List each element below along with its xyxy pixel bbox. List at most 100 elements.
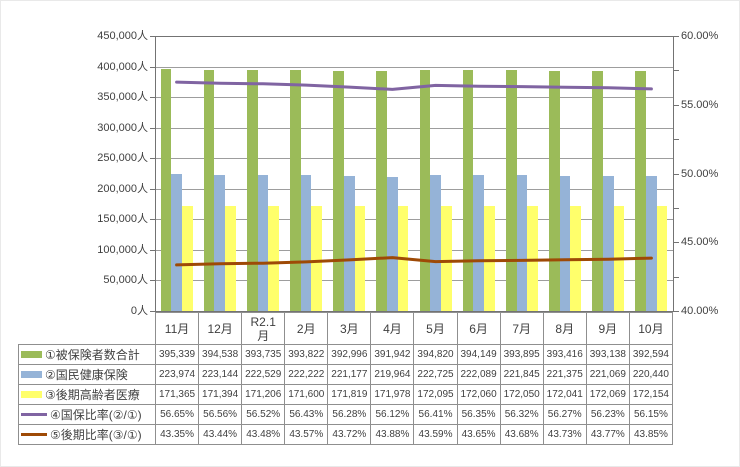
series-name-cell: ①被保険者数合計 [18, 344, 156, 365]
value-cell: 56.65% [154, 404, 200, 425]
value-cell: 56.52% [241, 404, 286, 425]
value-cell: 56.15% [628, 404, 674, 425]
value-cell: 391,942 [370, 344, 415, 365]
series-name-cell: ④国保比率(②/①) [18, 404, 156, 425]
plot-area [155, 36, 673, 311]
month-header-cell: 3月 [327, 312, 372, 345]
bar-series-2 [171, 174, 182, 311]
y-axis-left-tick [150, 158, 155, 159]
gridline [155, 128, 673, 129]
y-axis-right-tick [674, 105, 679, 106]
value-cell: 393,138 [585, 344, 630, 365]
bar-series-2 [602, 176, 614, 311]
value-cell: 56.41% [413, 404, 458, 425]
value-cell: 43.44% [198, 424, 243, 445]
y-axis-left-label: 50,000人 [103, 274, 148, 286]
y-axis-right-tick [674, 277, 679, 278]
series-name-label: ③後期高齢者医療 [45, 388, 140, 402]
value-cell: 43.48% [241, 424, 286, 445]
y-axis-left-label: 200,000人 [97, 183, 148, 195]
value-cell: 172,041 [542, 384, 587, 405]
bar-series-1 [333, 71, 344, 311]
bar-series-1 [246, 70, 258, 311]
value-cell: 171,600 [284, 384, 329, 405]
gridline [155, 280, 673, 281]
value-cell: 172,050 [499, 384, 544, 405]
value-cell: 392,996 [327, 344, 372, 365]
value-cell: 171,978 [370, 384, 415, 405]
y-axis-right-tick [674, 139, 679, 140]
value-cell: 222,089 [456, 364, 501, 385]
value-cell: 395,339 [154, 344, 200, 365]
x-axis-line [155, 311, 674, 312]
value-cell: 219,964 [370, 364, 415, 385]
bar-series-1 [549, 71, 560, 311]
line-series-5 [175, 256, 653, 267]
legend-key-bar-series-2 [21, 371, 42, 378]
y-axis-right-label: 45.00% [681, 236, 719, 248]
series-name-cell: ②国民健康保険 [18, 364, 156, 385]
legend-key-bar-series-3 [21, 391, 42, 398]
value-cell: 43.88% [370, 424, 415, 445]
bar-series-2 [646, 176, 657, 311]
value-cell: 56.32% [499, 404, 544, 425]
gridline [155, 67, 673, 68]
bar-series-3 [484, 206, 495, 311]
month-header-cell: 6月 [456, 312, 501, 345]
bar-series-1 [505, 70, 517, 311]
value-cell: 56.23% [585, 404, 630, 425]
value-cell: 221,845 [499, 364, 544, 385]
value-cell: 43.73% [542, 424, 587, 445]
value-cell: 43.72% [327, 424, 372, 445]
value-cell: 393,895 [499, 344, 544, 365]
bar-series-3 [181, 206, 193, 311]
value-cell: 172,069 [585, 384, 630, 405]
month-header-cell: 7月 [499, 312, 544, 345]
y-axis-right-tick [674, 208, 679, 209]
y-axis-right-tick [674, 242, 679, 243]
bar-series-1 [203, 70, 215, 311]
value-cell: 221,069 [585, 364, 630, 385]
plot-border-top [155, 36, 674, 37]
value-cell: 220,440 [628, 364, 674, 385]
month-header-cell: 10月 [628, 312, 674, 345]
series-name-label: ⑤後期比率(③/①) [50, 428, 142, 442]
value-cell: 222,529 [241, 364, 286, 385]
y-axis-left-tick [150, 280, 155, 281]
value-cell: 394,820 [413, 344, 458, 365]
value-cell: 56.28% [327, 404, 372, 425]
series-name-label: ①被保険者数合計 [45, 348, 140, 362]
y-axis-left-label: 350,000人 [97, 91, 148, 103]
y-axis-left-tick [150, 189, 155, 190]
line-series-4 [175, 80, 653, 91]
month-header-cell: 9月 [585, 312, 630, 345]
bar-series-2 [430, 175, 441, 311]
bar-series-3 [656, 206, 668, 311]
month-header-cell: 12月 [198, 312, 243, 345]
value-cell: 43.85% [628, 424, 674, 445]
line-layer [175, 80, 653, 267]
value-cell: 222,222 [284, 364, 329, 385]
y-axis-left-label: 0人 [130, 305, 148, 317]
y-axis-left-tick [150, 36, 155, 37]
bar-series-3 [268, 206, 279, 311]
bar-series-1 [376, 71, 388, 311]
legend-key-bar-series-1 [21, 351, 42, 358]
value-cell: 56.27% [542, 404, 587, 425]
y-axis-right-label: 55.00% [681, 99, 719, 111]
bar-series-2 [257, 175, 269, 311]
gridline [155, 97, 673, 98]
y-axis-left-tick [150, 128, 155, 129]
bar-series-1 [290, 70, 301, 311]
y-axis-left-tick [150, 67, 155, 68]
y-axis-left-label: 400,000人 [97, 61, 148, 73]
y-axis-left-tick [150, 97, 155, 98]
y-axis-left-line [155, 36, 156, 312]
value-cell: 222,725 [413, 364, 458, 385]
y-axis-left-label: 250,000人 [97, 152, 148, 164]
value-cell: 56.35% [456, 404, 501, 425]
value-cell: 56.56% [198, 404, 243, 425]
bar-series-3 [527, 206, 538, 311]
y-axis-right-line [673, 36, 674, 312]
